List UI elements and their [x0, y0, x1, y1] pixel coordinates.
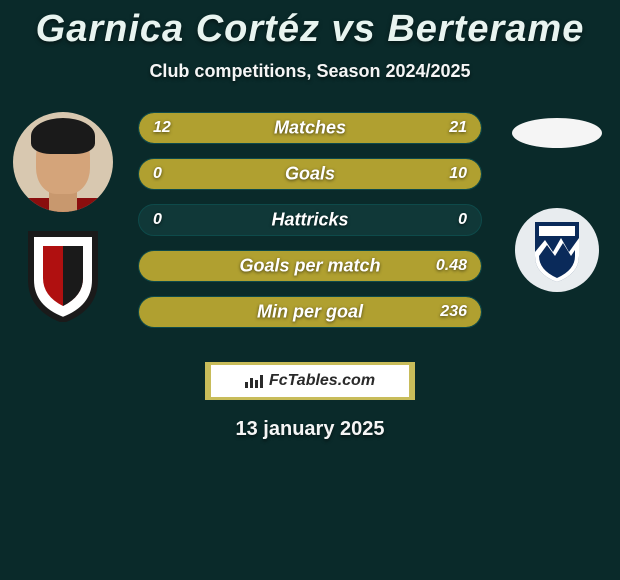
stat-right-value: 21	[449, 119, 467, 137]
stat-right-value: 10	[449, 165, 467, 183]
bar-chart-icon	[245, 374, 263, 388]
stat-right-value: 236	[440, 303, 467, 321]
stat-label: Goals per match	[239, 256, 380, 277]
stat-right-value: 0.48	[436, 257, 467, 275]
stat-right-value: 0	[458, 211, 467, 229]
stat-bar: 12 Matches 21	[138, 112, 482, 144]
stat-label: Min per goal	[257, 302, 363, 323]
stat-left-value: 0	[153, 165, 162, 183]
stat-label: Hattricks	[271, 210, 348, 231]
right-player-photo	[512, 118, 602, 148]
stat-bars: 12 Matches 21 0 Goals 10 0 Hattricks 0 G…	[138, 112, 482, 342]
atlas-shield-icon	[23, 230, 103, 322]
brand-watermark: FcTables.com	[205, 362, 415, 400]
stat-bar: 0 Hattricks 0	[138, 204, 482, 236]
comparison-area: 12 Matches 21 0 Goals 10 0 Hattricks 0 G…	[0, 112, 620, 362]
stat-bar: Goals per match 0.48	[138, 250, 482, 282]
stat-label: Matches	[274, 118, 346, 139]
stat-bar: Min per goal 236	[138, 296, 482, 328]
monterrey-crest-icon	[515, 208, 599, 292]
footer-date: 13 january 2025	[0, 418, 620, 441]
brand-text: FcTables.com	[269, 372, 375, 390]
left-club-logo	[23, 230, 103, 322]
page-title: Garnica Cortéz vs Berterame	[0, 0, 620, 61]
stat-left-value: 12	[153, 119, 171, 137]
subtitle: Club competitions, Season 2024/2025	[0, 61, 620, 112]
stat-bar: 0 Goals 10	[138, 158, 482, 190]
right-club-logo	[515, 208, 599, 292]
stat-label: Goals	[285, 164, 335, 185]
stat-left-value: 0	[153, 211, 162, 229]
right-player-column	[502, 112, 612, 292]
hair-shape	[31, 118, 95, 154]
left-player-column	[8, 112, 118, 322]
left-player-photo	[13, 112, 113, 212]
